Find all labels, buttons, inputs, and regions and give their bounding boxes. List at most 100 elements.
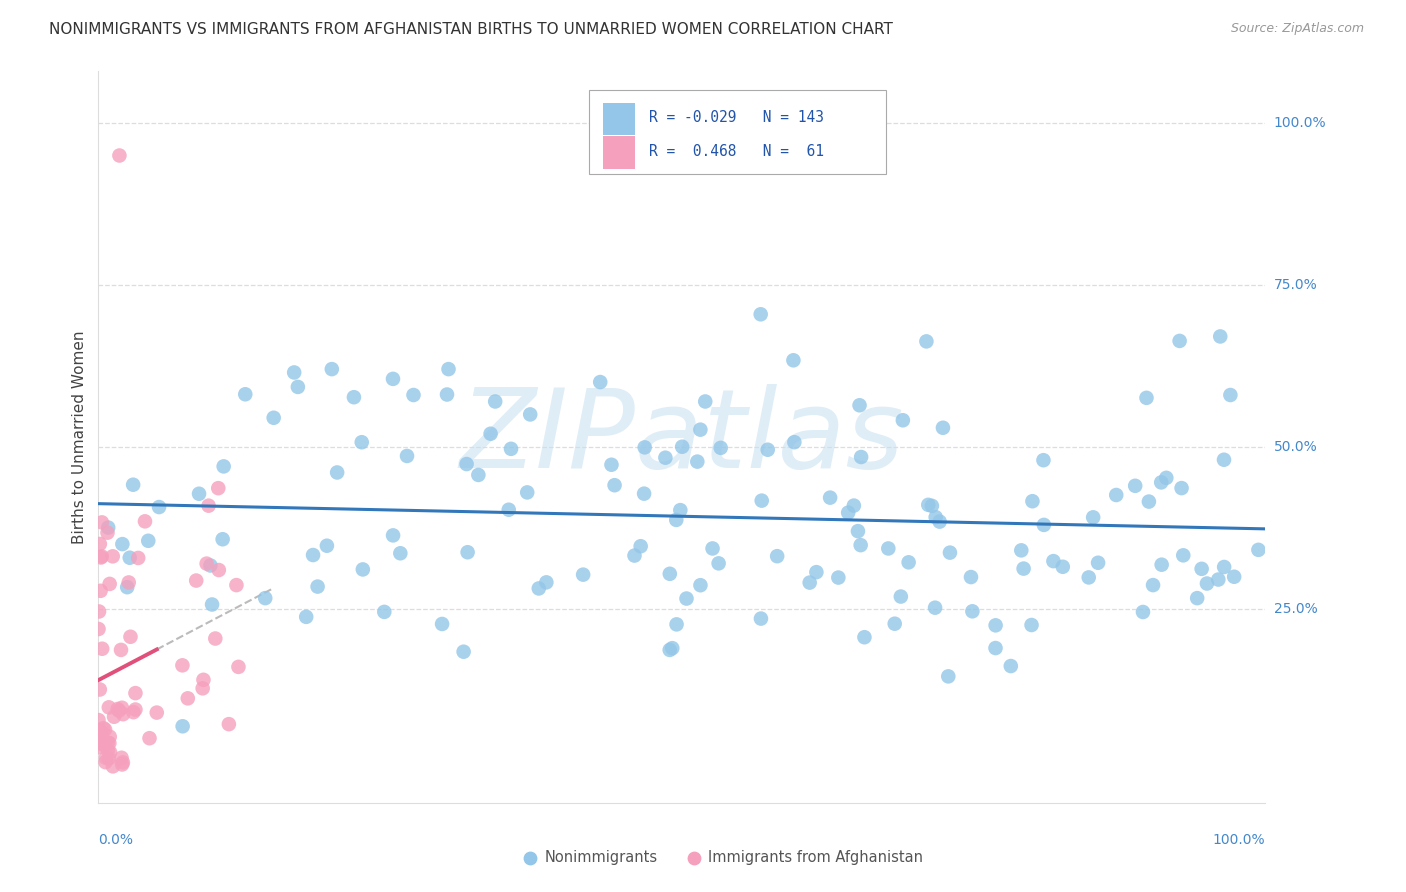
Point <box>682 812 704 826</box>
Point <box>848 398 870 412</box>
Point <box>111 537 134 551</box>
Point <box>283 366 305 380</box>
Point <box>806 565 828 579</box>
Point <box>148 500 170 514</box>
Point <box>1032 517 1054 532</box>
Point <box>928 515 950 529</box>
Point <box>665 513 688 527</box>
Point <box>499 442 522 456</box>
Point <box>924 600 946 615</box>
Point <box>233 387 256 401</box>
Point <box>98 736 121 750</box>
Point <box>630 539 652 553</box>
Point <box>939 546 962 560</box>
Point <box>107 702 129 716</box>
Point <box>1021 618 1043 632</box>
Text: R = -0.029   N = 143: R = -0.029 N = 143 <box>650 110 824 125</box>
Point <box>527 582 550 596</box>
Point <box>389 546 412 560</box>
Point <box>98 745 121 759</box>
Point <box>193 673 215 687</box>
Point <box>195 557 218 571</box>
Point <box>756 442 779 457</box>
Point <box>1052 559 1074 574</box>
Point <box>136 533 159 548</box>
Point <box>343 390 366 404</box>
Point <box>1150 475 1173 490</box>
Point <box>201 598 224 612</box>
Point <box>1213 452 1236 467</box>
Point <box>200 558 222 573</box>
Point <box>118 575 141 590</box>
Point <box>467 467 489 482</box>
Text: NONIMMIGRANTS VS IMMIGRANTS FROM AFGHANISTAN BIRTHS TO UNMARRIED WOMEN CORRELATI: NONIMMIGRANTS VS IMMIGRANTS FROM AFGHANI… <box>49 22 893 37</box>
Point <box>603 478 626 492</box>
Point <box>218 717 240 731</box>
Point <box>382 528 405 542</box>
Point <box>891 413 914 427</box>
Text: Nonimmigrants: Nonimmigrants <box>544 850 658 865</box>
Point <box>932 421 955 435</box>
Point <box>572 567 595 582</box>
Point <box>115 580 138 594</box>
Point <box>108 704 131 718</box>
Point <box>263 410 285 425</box>
Point <box>1010 543 1032 558</box>
Point <box>89 682 111 697</box>
Point <box>1032 453 1054 467</box>
Point <box>658 643 681 657</box>
Point <box>188 487 211 501</box>
Point <box>1213 560 1236 574</box>
Text: Immigrants from Afghanistan: Immigrants from Afghanistan <box>707 850 922 865</box>
Point <box>751 493 773 508</box>
Text: 50.0%: 50.0% <box>1274 440 1317 454</box>
Point <box>924 510 946 524</box>
Point <box>134 514 156 528</box>
Point <box>984 618 1007 632</box>
Text: Source: ZipAtlas.com: Source: ZipAtlas.com <box>1230 22 1364 36</box>
Point <box>98 730 121 744</box>
Point <box>456 457 478 471</box>
Point <box>766 549 789 564</box>
Point <box>118 550 141 565</box>
Point <box>1150 558 1173 572</box>
Point <box>89 537 111 551</box>
Point <box>936 669 959 683</box>
Point <box>207 481 229 495</box>
Point <box>519 812 541 826</box>
Point <box>101 549 124 564</box>
Point <box>96 525 118 540</box>
Point <box>837 506 859 520</box>
Point <box>1135 391 1157 405</box>
Point <box>89 724 111 739</box>
Point <box>849 450 872 464</box>
Point <box>94 751 117 765</box>
Point <box>1247 542 1270 557</box>
Point <box>172 658 194 673</box>
Point <box>87 736 110 750</box>
Point <box>846 524 869 538</box>
Point <box>689 578 711 592</box>
Point <box>295 610 318 624</box>
Point <box>1012 561 1035 575</box>
Point <box>1208 573 1230 587</box>
Point <box>177 691 200 706</box>
Point <box>1219 388 1241 402</box>
Point <box>90 516 112 530</box>
Point <box>1137 494 1160 508</box>
Point <box>111 700 134 714</box>
Point <box>124 702 146 716</box>
Point <box>430 617 453 632</box>
Point <box>498 502 520 516</box>
Point <box>186 574 208 588</box>
Point <box>702 541 724 556</box>
Point <box>749 611 772 625</box>
Point <box>110 643 132 657</box>
Point <box>112 707 135 722</box>
Point <box>101 759 124 773</box>
Point <box>1132 605 1154 619</box>
Point <box>915 334 938 349</box>
Point <box>127 551 149 566</box>
Point <box>211 533 233 547</box>
Point <box>373 605 395 619</box>
